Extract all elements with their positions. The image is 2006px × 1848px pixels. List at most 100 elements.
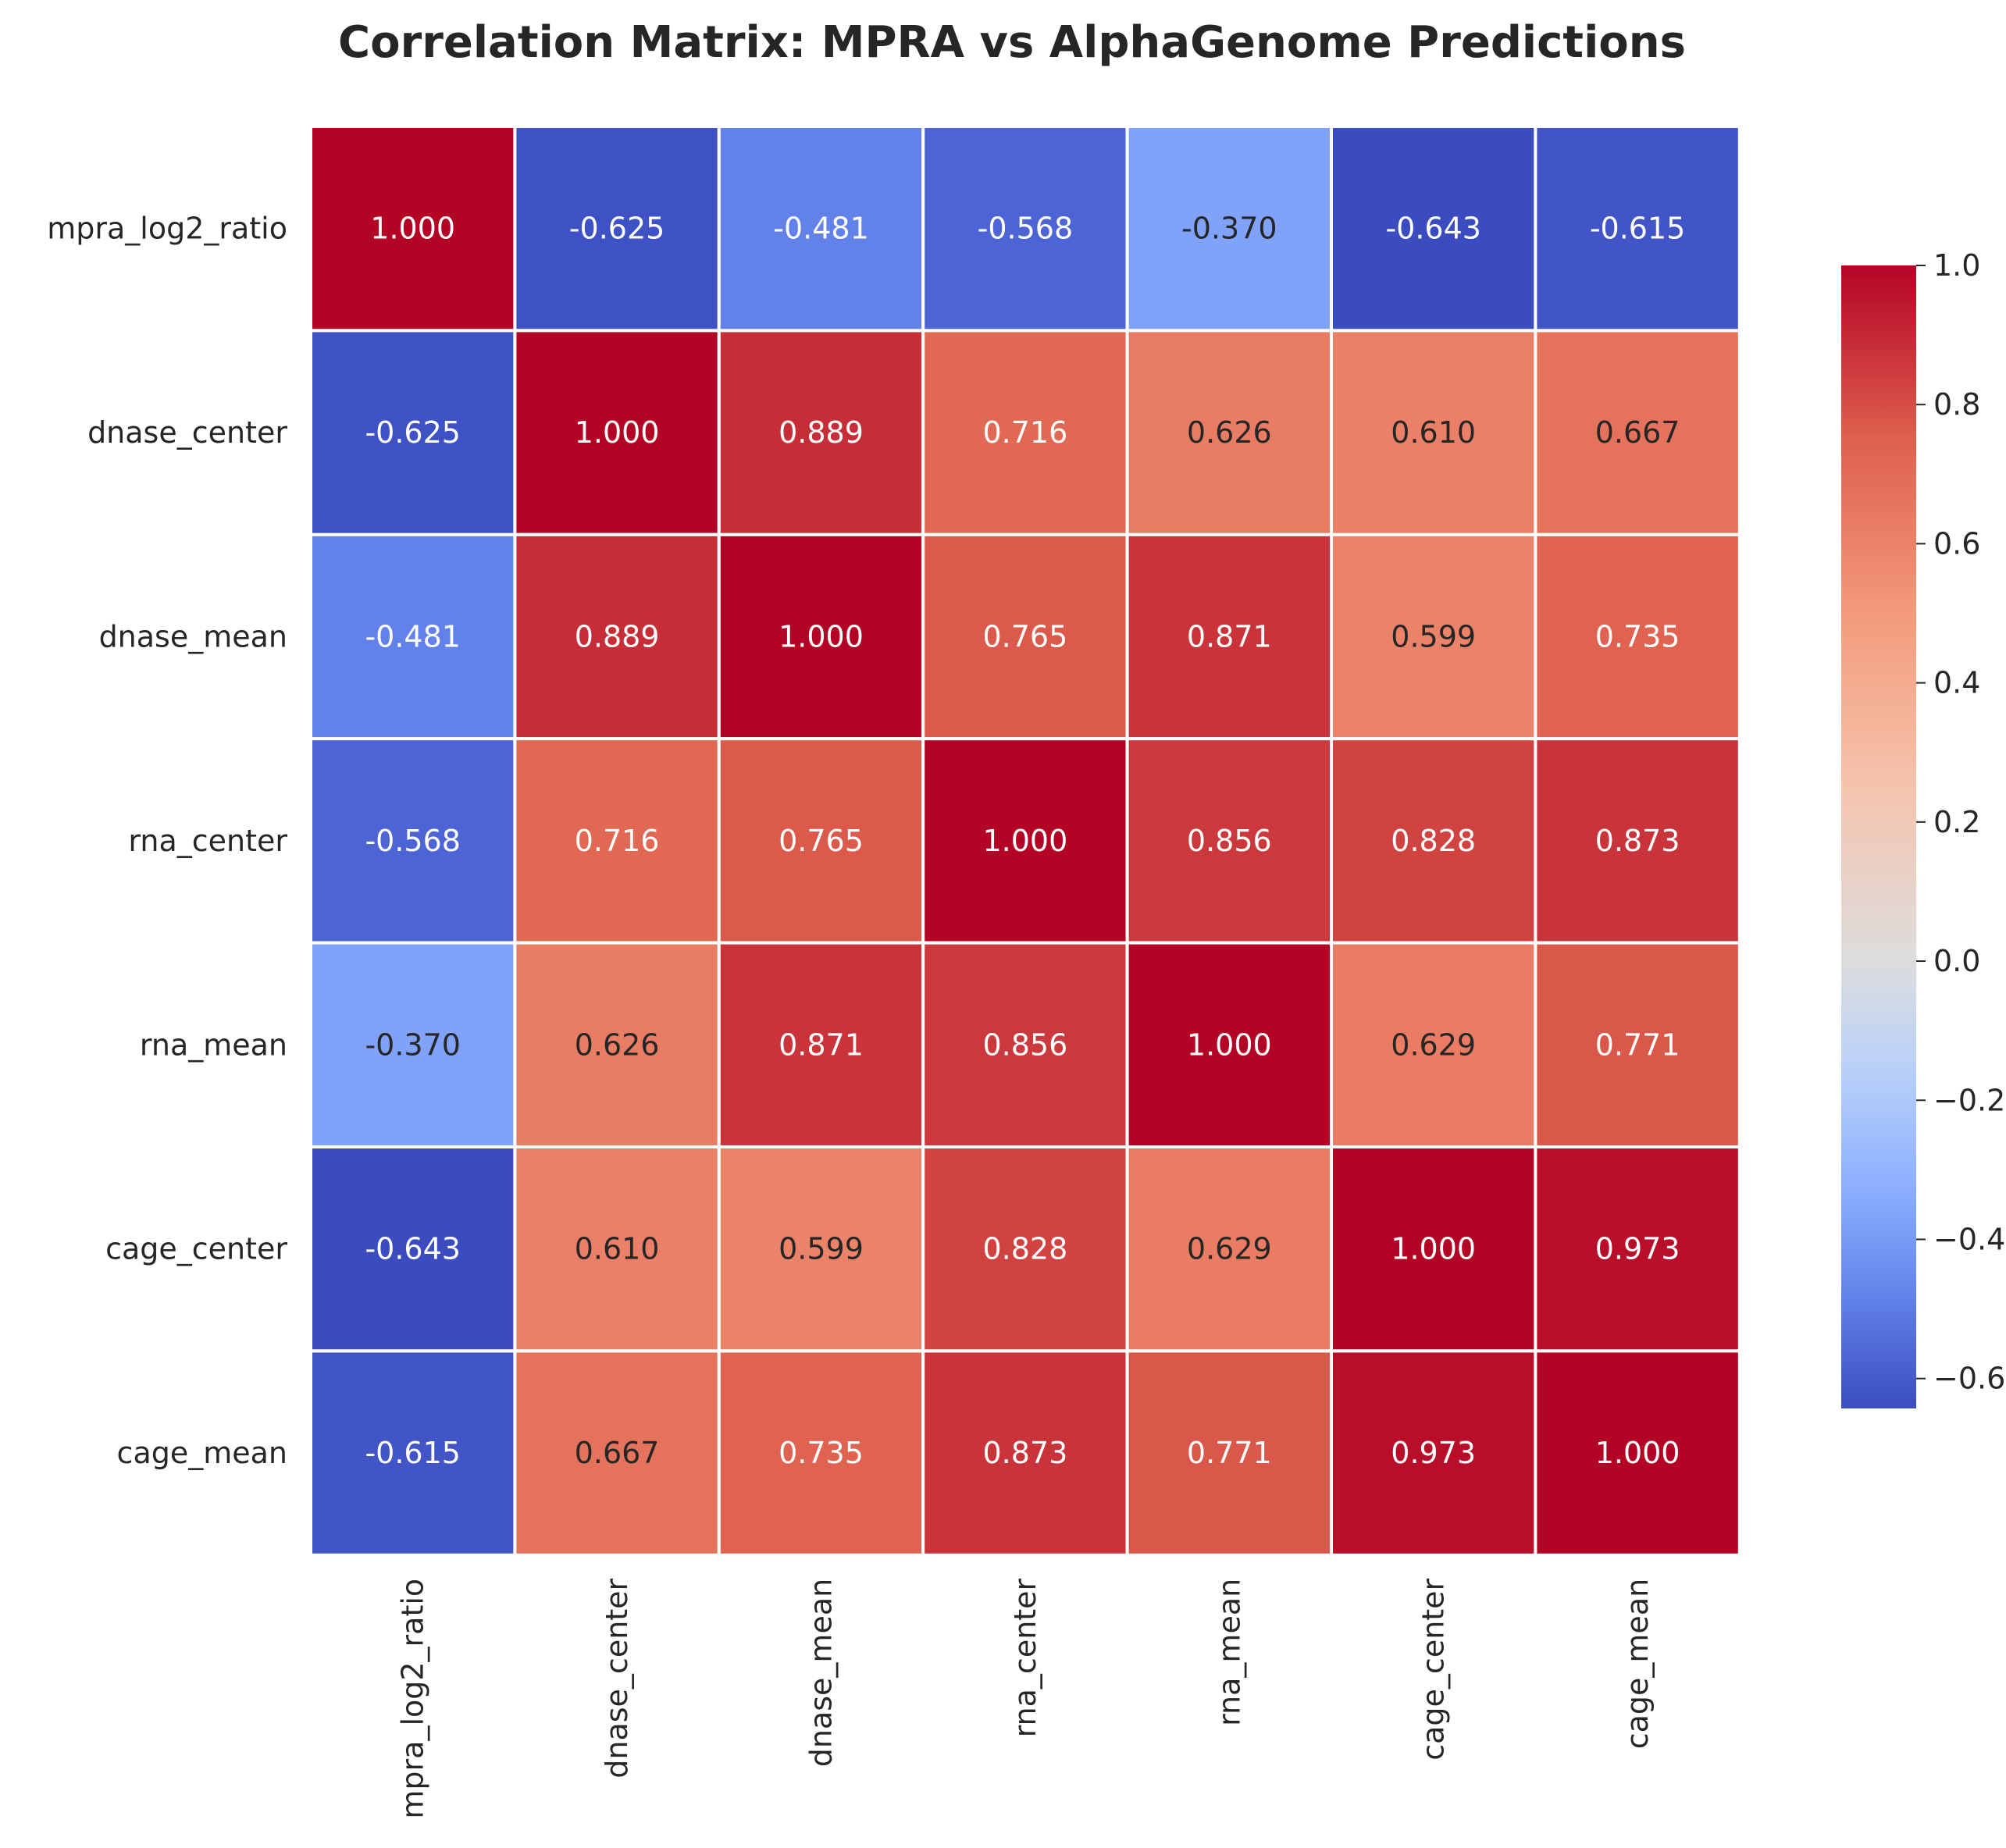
cell-value-label: 0.735 [779,1436,864,1470]
cell-value-label: 0.626 [575,1027,660,1062]
cell-value-label: 0.873 [1595,824,1680,858]
colorbar-tick-label: −0.2 [1933,1083,2005,1117]
heatmap-cell-rna_mean-dnase_mean [717,941,925,1148]
colorbar-tick-label: 0.2 [1933,805,1980,839]
heatmap-cell-cage_mean-rna_center [921,1349,1129,1557]
cell-value-label: 1.000 [370,212,455,246]
heatmap-cell-cage_center-dnase_center [513,1145,721,1353]
heatmap-cell-cage_center-rna_center [921,1145,1129,1353]
heatmap-cell-dnase_center-mpra_log2_ratio [309,329,517,536]
cell-value-label: -0.615 [1590,212,1686,246]
heatmap-cell-dnase_mean-cage_center [1330,532,1537,741]
column-label-rna_center: rna_center [1008,1578,1042,1737]
cell-value-label: 0.873 [983,1436,1068,1470]
column-label-rna_mean: rna_mean [1212,1579,1246,1726]
heatmap-cell-cage_mean-mpra_log2_ratio [309,1349,517,1557]
cell-value-label: -0.643 [1385,212,1481,246]
column-label-cage_mean: cage_mean [1620,1579,1655,1749]
heatmap-cell-rna_center-mpra_log2_ratio [309,737,517,945]
cell-value-label: 0.629 [1391,1027,1476,1062]
cell-value-label: 0.716 [575,824,660,858]
cell-value-label: -0.568 [978,212,1074,246]
cell-value-label: 0.599 [1391,620,1476,654]
cell-value-label: 1.000 [575,415,660,450]
heatmap-cell-cage_center-dnase_mean [717,1145,925,1353]
cell-value-label: 0.828 [983,1232,1068,1266]
heatmap-cell-dnase_mean-rna_mean [1125,532,1333,741]
cell-value-label: -0.370 [1181,212,1277,246]
heatmap-cell-mpra_log2_ratio-mpra_log2_ratio [309,125,517,333]
heatmap-cell-cage_mean-cage_mean [1534,1349,1741,1557]
column-label-cage_center: cage_center [1416,1578,1451,1760]
cell-value-label: 0.871 [779,1027,864,1062]
cell-value-label: -0.625 [365,415,461,450]
heatmap-cell-mpra_log2_ratio-dnase_center [513,125,721,333]
heatmap-cell-dnase_mean-cage_mean [1534,532,1741,741]
colorbar-tick-label: 0.8 [1933,387,1980,422]
row-label-rna_center: rna_center [128,824,287,858]
row-label-cage_mean: cage_mean [117,1436,287,1470]
heatmap-cell-dnase_center-dnase_mean [717,329,925,536]
colorbar-tick-label: 0.0 [1933,944,1980,978]
cell-value-label: 0.973 [1391,1436,1476,1470]
row-label-mpra_log2_ratio: mpra_log2_ratio [47,212,287,246]
colorbar-tick-label: 0.4 [1933,666,1980,700]
heatmap-cell-rna_center-cage_center [1330,737,1537,945]
cell-value-label: 0.856 [983,1027,1068,1062]
cell-value-label: -0.625 [569,212,665,246]
heatmap-cell-dnase_center-rna_mean [1125,329,1333,536]
colorbar-tick-label: 0.6 [1933,526,1980,561]
heatmap-cell-cage_mean-cage_center [1330,1349,1537,1557]
cell-value-label: 0.889 [779,415,864,450]
cell-value-label: 1.000 [983,824,1068,858]
heatmap-cell-cage_center-rna_mean [1125,1145,1333,1353]
cell-value-label: 0.610 [575,1232,660,1266]
cell-value-label: 0.771 [1187,1436,1272,1470]
colorbar-tick-label: −0.6 [1933,1362,2005,1396]
cell-value-label: 1.000 [1595,1436,1680,1470]
heatmap-cell-dnase_mean-rna_center [921,532,1129,741]
cell-value-label: 0.973 [1595,1232,1680,1266]
column-tick-labels: mpra_log2_ratio dnase_center dnase_mean rna… [396,1578,1655,1818]
heatmap-cell-cage_center-cage_mean [1534,1145,1741,1353]
cell-value-label: 0.856 [1187,824,1272,858]
row-label-dnase_center: dnase_center [87,415,287,450]
cell-value-label: -0.568 [365,824,461,858]
cell-value-label: 0.716 [983,415,1068,450]
cell-value-label: 0.667 [1595,415,1680,450]
cell-value-label: 0.599 [779,1232,864,1266]
colorbar-gradient [1841,265,1916,1408]
heatmap-cell-mpra_log2_ratio-rna_center [921,125,1129,333]
heatmap-cell-rna_mean-mpra_log2_ratio [309,941,517,1148]
colorbar-tick-label: −0.4 [1933,1222,2005,1256]
heatmap-cell-rna_center-cage_mean [1534,737,1741,945]
cell-value-label: 1.000 [1391,1232,1476,1266]
colorbar: 1.0 0.8 0.6 0.4 0.2 0.0 −0.2 −0.4 −0.6 [1841,248,2005,1408]
cell-value-label: -0.643 [365,1232,461,1266]
heatmap-cell-cage_center-mpra_log2_ratio [309,1145,517,1353]
cell-value-label: 0.765 [779,824,864,858]
chart-title: Correlation Matrix: MPRA vs AlphaGenome … [338,17,1686,68]
cell-value-label: 0.889 [575,620,660,654]
row-label-rna_mean: rna_mean [140,1027,287,1062]
cell-value-label: 0.735 [1595,620,1680,654]
column-label-mpra_log2_ratio: mpra_log2_ratio [396,1579,430,1819]
cell-value-label: 0.828 [1391,824,1476,858]
column-label-dnase_center: dnase_center [600,1578,634,1778]
cell-value-label: -0.370 [365,1027,461,1062]
cell-value-label: 0.610 [1391,415,1476,450]
cell-value-label: 0.871 [1187,620,1272,654]
row-label-cage_center: cage_center [105,1232,287,1266]
column-label-dnase_mean: dnase_mean [804,1579,839,1767]
heatmap-cells: 1.000 -0.625 -0.481 -0.568 -0.370 -0.643 -0.61… [309,125,1741,1557]
heatmap-cell-cage_mean-dnase_mean [717,1349,925,1557]
heatmap-cell-mpra_log2_ratio-cage_center [1330,125,1537,333]
cell-value-label: 0.626 [1187,415,1272,450]
heatmap-cell-dnase_mean-dnase_mean [717,532,925,741]
cell-value-label: 1.000 [1187,1027,1272,1062]
cell-value-label: 0.667 [575,1436,660,1470]
heatmap-cell-dnase_center-cage_mean [1534,329,1741,536]
cell-value-label: 0.629 [1187,1232,1272,1266]
cell-value-label: 0.765 [983,620,1068,654]
